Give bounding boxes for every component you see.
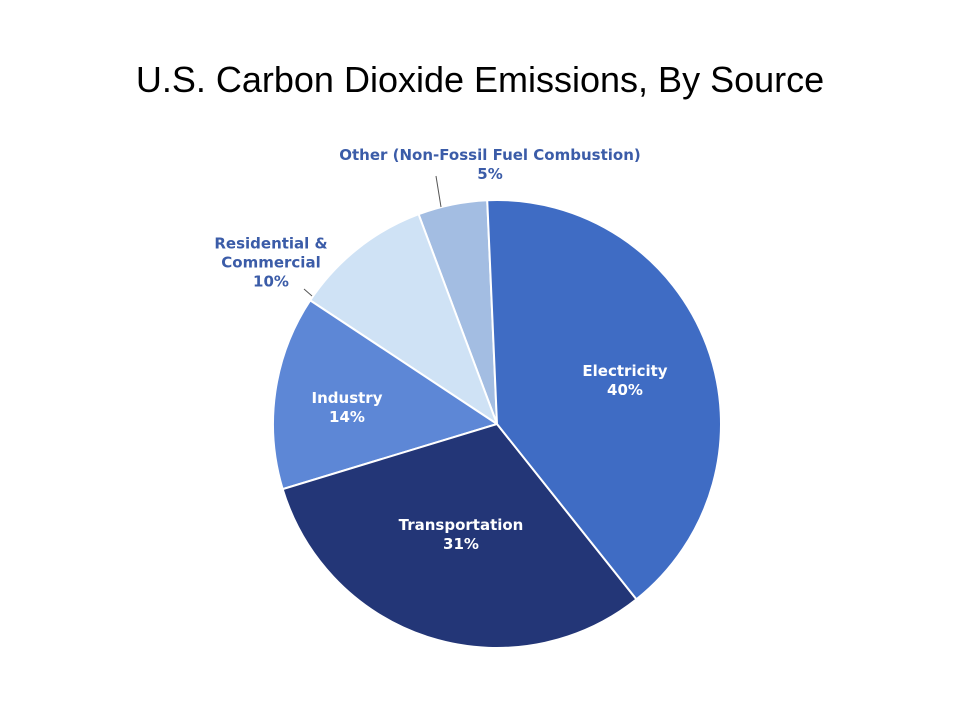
category-label: Industry [311, 389, 383, 407]
category-label: Transportation [398, 516, 524, 534]
value-label: 5% [477, 165, 503, 183]
value-label: 10% [253, 272, 289, 291]
slice-label: Residential & Commercial 10% [196, 235, 346, 292]
pie-slice [281, 422, 638, 649]
category-label: Residential & Commercial [214, 234, 328, 272]
slice-label: Electricity 40% [565, 362, 685, 400]
leader-line [303, 288, 313, 297]
value-label: 31% [443, 535, 479, 553]
category-label: Electricity [582, 362, 668, 380]
pie-slice [272, 298, 500, 491]
slice-label: Industry 14% [297, 389, 397, 427]
slice-label: Transportation 31% [381, 516, 541, 554]
value-label: 14% [329, 408, 365, 426]
leader-line [435, 175, 442, 208]
value-label: 40% [607, 381, 643, 399]
chart-title: U.S. Carbon Dioxide Emissions, By Source [136, 59, 824, 100]
slice-label: Other (Non-Fossil Fuel Combustion) 5% [290, 146, 690, 184]
pie-slice [486, 199, 722, 601]
pie-slice [308, 212, 500, 427]
category-label: Other (Non-Fossil Fuel Combustion) [339, 146, 641, 164]
